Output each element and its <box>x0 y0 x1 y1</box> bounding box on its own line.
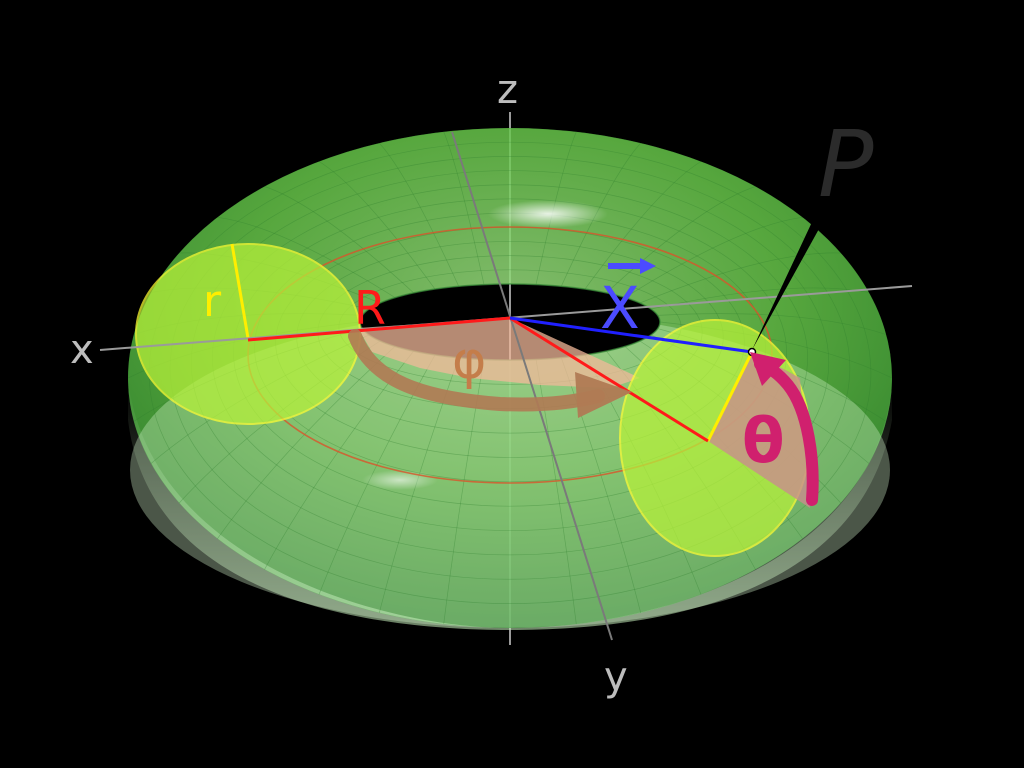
mesh-meridian <box>443 131 485 285</box>
theta-label: θ <box>742 404 785 477</box>
minor-radius-line-right <box>706 351 754 442</box>
vector-arrow-head <box>640 258 656 274</box>
mesh-meridian <box>606 186 756 294</box>
y-axis-label: y <box>604 654 628 700</box>
phi-sector <box>358 318 640 388</box>
z-axis-label: z <box>497 67 518 113</box>
torus-highlight-lower <box>362 470 438 490</box>
point-p-label: P <box>818 111 874 218</box>
minor-radius-label: r <box>203 276 222 327</box>
position-vector-line <box>509 316 753 354</box>
mesh-meridian <box>318 161 436 290</box>
position-vector-label-group: X <box>600 258 656 342</box>
mesh-meridian <box>379 142 460 287</box>
y-axis-line <box>451 131 613 641</box>
position-vector-label: X <box>600 274 640 342</box>
mesh-meridian <box>560 142 641 287</box>
mesh-meridian <box>584 161 702 290</box>
mesh-meridian <box>657 313 887 335</box>
mesh-meridian <box>264 186 414 294</box>
major-radius-label: R <box>354 281 386 335</box>
mesh-meridian <box>217 216 396 298</box>
phi-label: φ <box>452 331 486 391</box>
mesh-meridian <box>639 252 841 304</box>
mesh-meridian <box>535 131 577 285</box>
minor-radius-line <box>230 243 250 339</box>
torus-highlight <box>488 200 608 228</box>
x-axis-label: x <box>70 327 94 373</box>
theta-arrow <box>750 352 819 506</box>
mesh-meridian <box>624 216 803 298</box>
point-p-pointer <box>752 205 830 350</box>
mesh-meridian <box>217 346 396 539</box>
mesh-meridian <box>650 287 870 310</box>
phi-arrow <box>348 329 632 418</box>
